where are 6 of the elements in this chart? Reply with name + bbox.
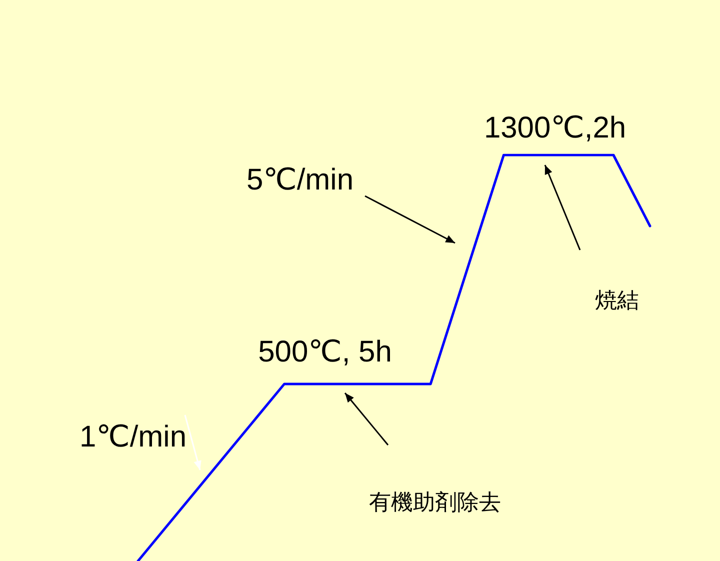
annotation: 500℃, 5h: [258, 336, 392, 368]
text: 1300℃,2h: [484, 112, 626, 144]
annotation: 焼結: [595, 288, 639, 312]
annotation: 5℃/min: [246, 164, 354, 196]
annotation: 有機助剤除去: [369, 490, 501, 514]
annotation: 1℃/min: [79, 420, 187, 454]
